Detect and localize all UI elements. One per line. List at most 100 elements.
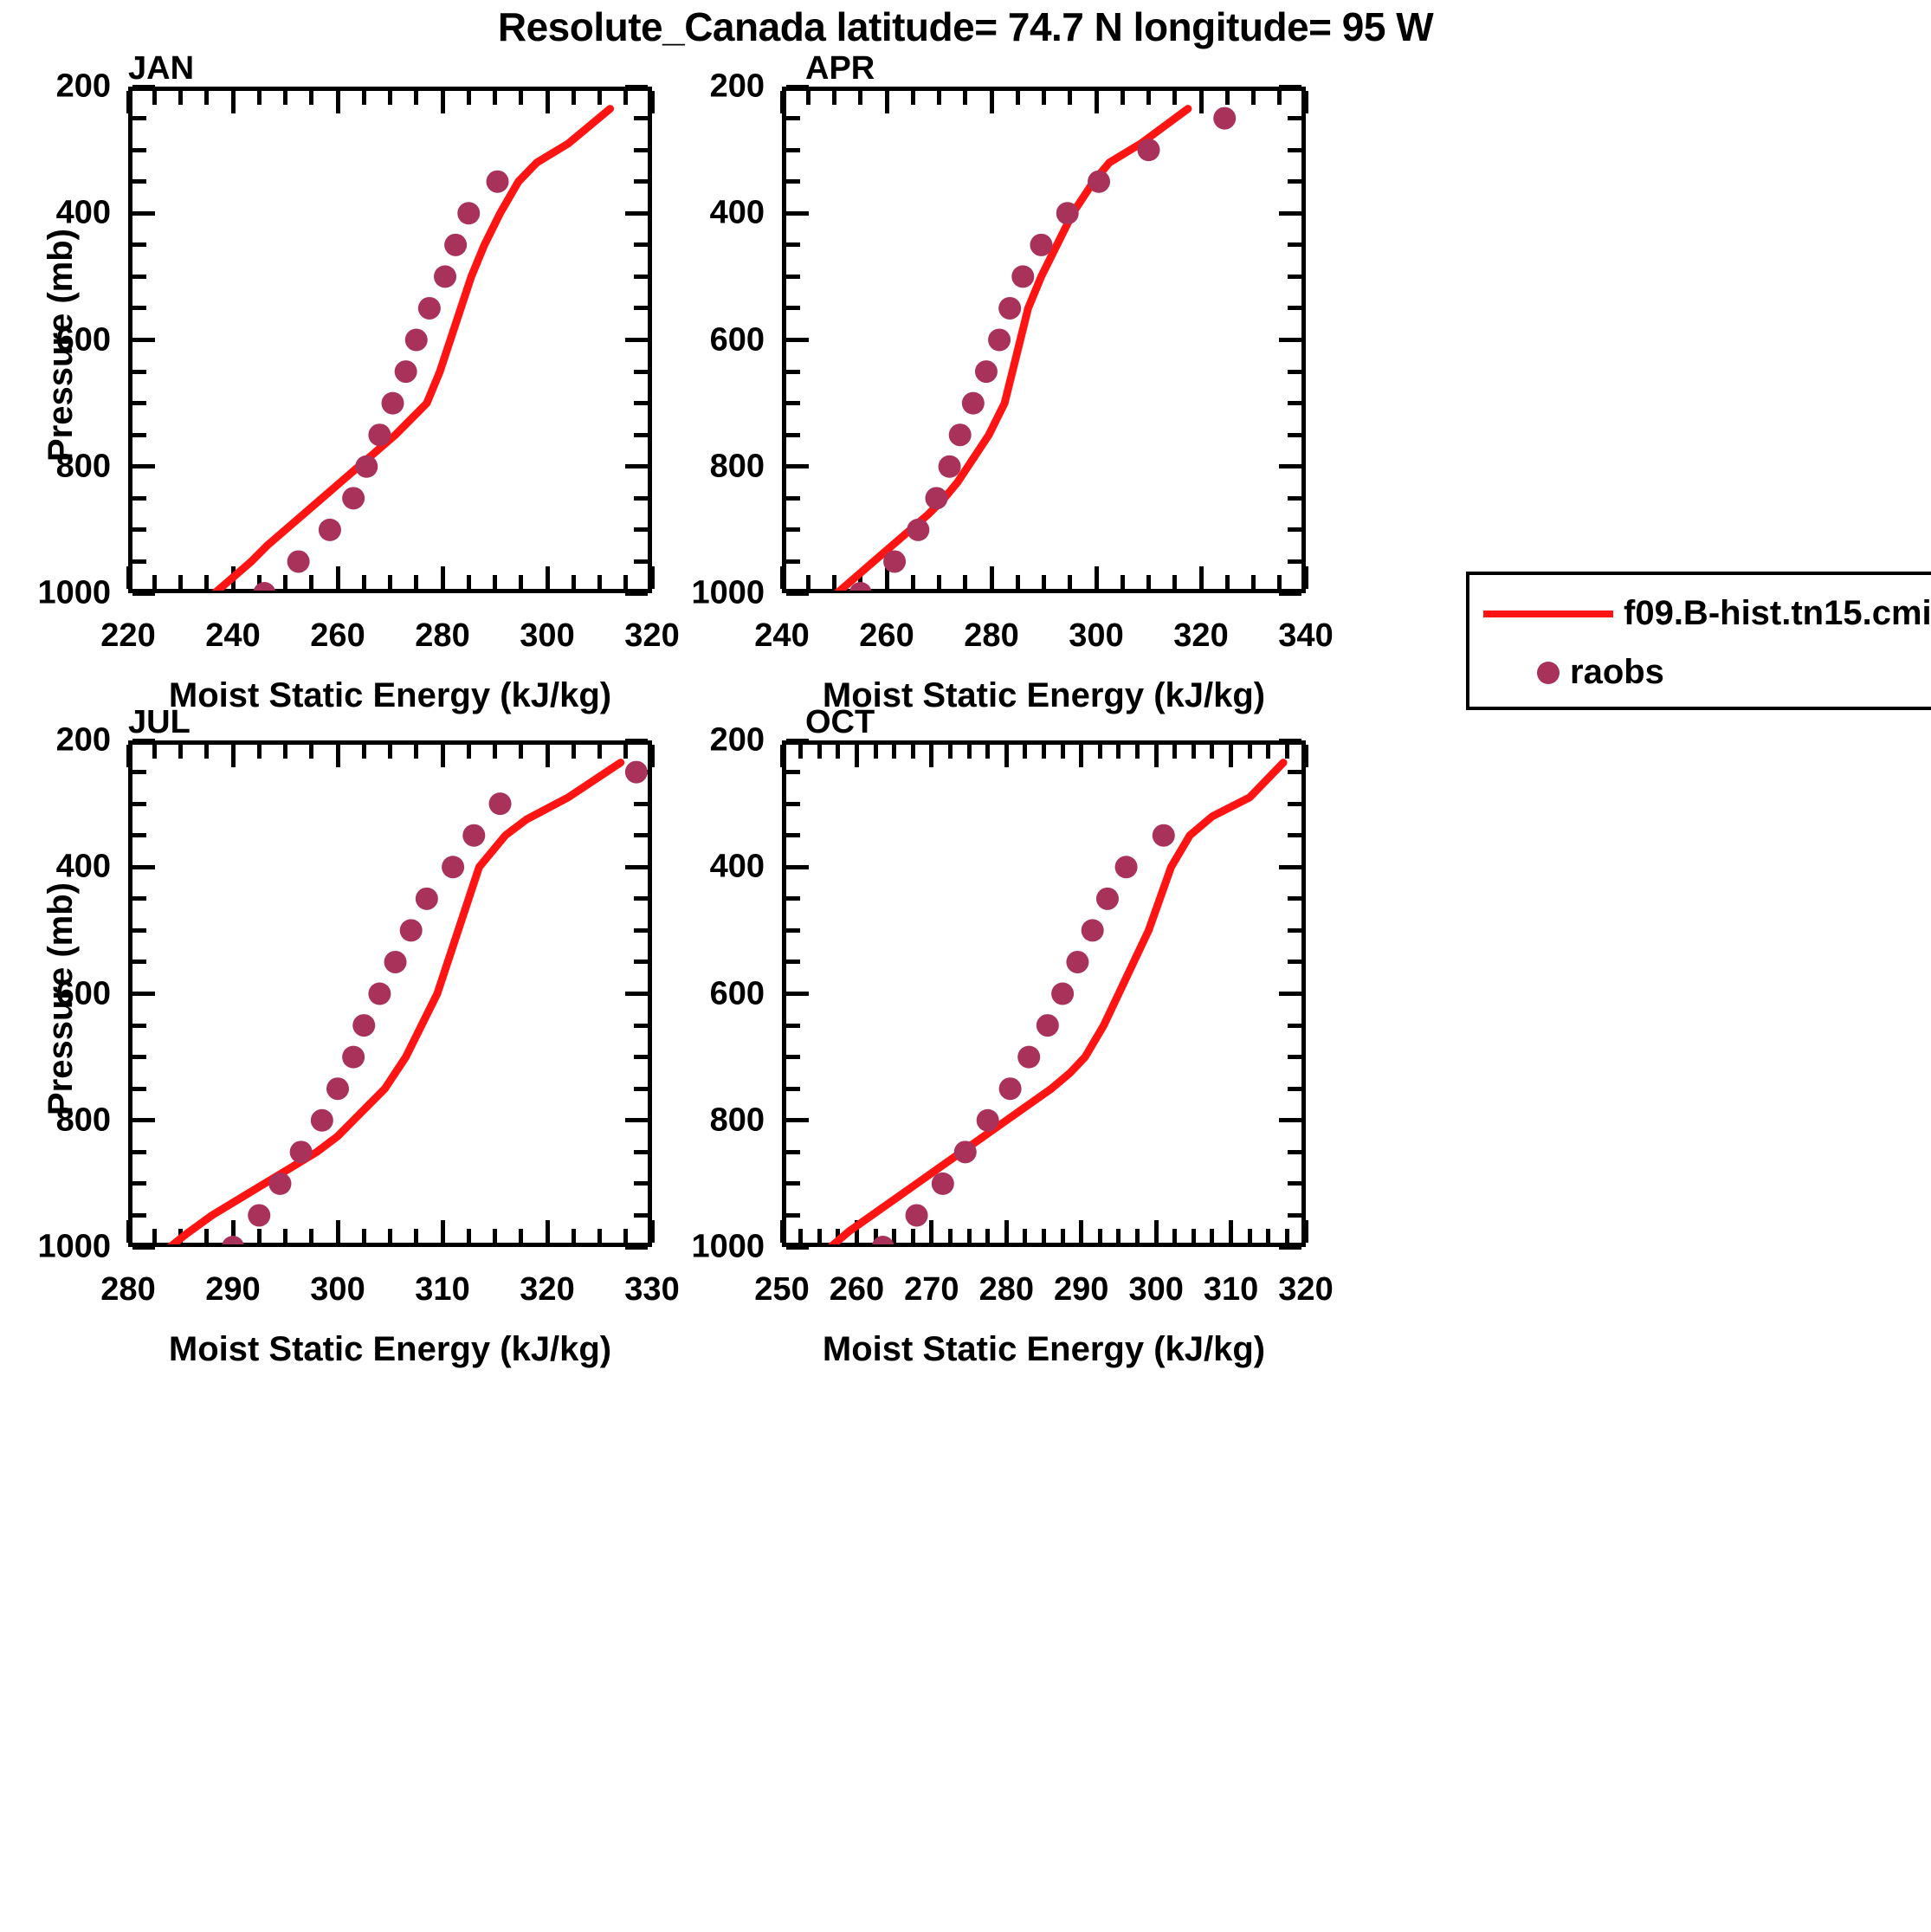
x-tick	[798, 745, 804, 759]
y-tick	[1288, 527, 1301, 533]
x-tick	[1198, 566, 1204, 589]
raobs-marker	[310, 1108, 333, 1132]
x-tick	[1303, 745, 1308, 767]
x-tick	[204, 745, 210, 759]
x-tick	[466, 91, 471, 105]
y-tick	[786, 1244, 809, 1250]
raobs-marker	[444, 233, 468, 256]
x-axis-title: Moist Static Energy (kJ/kg)	[168, 676, 612, 714]
raobs-marker	[404, 328, 428, 352]
y-tick	[634, 559, 648, 564]
y-tick	[1279, 84, 1301, 89]
raobs-marker	[434, 265, 457, 288]
x-tick	[388, 1229, 392, 1243]
y-tick	[634, 927, 648, 933]
y-tick	[132, 801, 146, 806]
x-tick-label: 300	[310, 1271, 365, 1308]
x-tick-label: 280	[415, 617, 470, 654]
x-tick	[571, 91, 576, 105]
x-tick-label: 280	[964, 617, 1019, 654]
y-tick	[786, 147, 800, 152]
y-tick	[786, 527, 800, 533]
x-tick	[1135, 1229, 1140, 1243]
x-tick	[1224, 91, 1230, 105]
x-tick-label: 260	[310, 617, 365, 654]
y-tick	[625, 210, 648, 216]
x-tick	[966, 745, 972, 759]
x-tick	[545, 566, 550, 589]
y-tick	[625, 464, 648, 469]
x-tick	[1146, 575, 1151, 589]
x-tick	[1266, 1229, 1271, 1243]
y-tick	[634, 801, 648, 806]
x-tick	[779, 566, 785, 589]
panel-label-jul: JUL	[128, 704, 191, 740]
x-tick	[1120, 91, 1125, 105]
raobs-marker	[355, 455, 378, 478]
y-tick	[786, 1181, 800, 1186]
x-tick	[256, 575, 262, 589]
y-tick	[132, 864, 155, 869]
y-tick	[132, 591, 155, 596]
x-tick	[178, 745, 183, 759]
y-tick	[634, 274, 648, 279]
y-tick	[634, 1086, 648, 1091]
x-tick	[1191, 745, 1196, 759]
x-tick	[832, 575, 836, 589]
y-tick-label: 200	[709, 721, 765, 759]
x-tick	[779, 91, 785, 113]
y-tick	[1288, 896, 1301, 901]
raobs-marker	[384, 950, 407, 973]
x-tick	[440, 1220, 445, 1243]
y-tick	[132, 147, 146, 152]
y-tick	[634, 1181, 648, 1186]
x-tick-label: 320	[520, 1271, 575, 1308]
legend-label: f09.B-hist.tn15.cmip	[1624, 594, 1931, 632]
x-tick	[597, 1229, 602, 1243]
y-tick	[786, 306, 800, 311]
y-tick-label: 400	[709, 848, 765, 885]
y-tick	[1288, 369, 1301, 374]
raobs-marker	[976, 1108, 999, 1132]
y-tick-label: 1000	[691, 1228, 765, 1265]
y-tick	[132, 306, 146, 311]
y-tick	[132, 927, 146, 933]
x-tick-label: 320	[1173, 617, 1229, 654]
y-tick	[132, 992, 155, 996]
y-tick-label: 800	[55, 1102, 111, 1139]
x-tick	[1015, 91, 1020, 105]
x-tick	[414, 1229, 419, 1243]
x-tick	[1191, 1229, 1196, 1243]
plot-frame	[782, 87, 1306, 593]
x-tick-label: 300	[1069, 617, 1124, 654]
x-tick	[1277, 575, 1282, 589]
y-tick	[786, 401, 800, 406]
x-tick	[854, 745, 859, 767]
x-tick	[779, 745, 785, 767]
x-tick	[1068, 575, 1073, 589]
x-tick	[947, 745, 953, 759]
y-tick-label: 800	[709, 1102, 765, 1139]
x-tick	[1303, 91, 1308, 113]
legend-item-model[interactable]: f09.B-hist.tn15.cmip	[1483, 594, 1931, 633]
x-tick	[1229, 745, 1234, 767]
y-tick	[786, 559, 800, 564]
x-tick	[1277, 91, 1282, 105]
raobs-marker	[1066, 950, 1089, 973]
x-tick	[649, 566, 655, 589]
x-tick	[963, 575, 968, 589]
y-tick	[132, 833, 146, 838]
y-tick	[1288, 927, 1301, 933]
y-tick	[132, 242, 146, 248]
raobs-marker	[931, 1172, 954, 1195]
raobs-marker	[1011, 265, 1035, 288]
y-tick	[1288, 801, 1301, 806]
y-tick	[1288, 432, 1301, 437]
x-tick	[1247, 1229, 1252, 1243]
y-tick	[132, 179, 146, 184]
x-tick	[892, 1229, 897, 1243]
legend-item-raobs[interactable]: raobs	[1483, 653, 1664, 692]
y-tick	[132, 738, 155, 743]
x-tick	[309, 1229, 314, 1243]
